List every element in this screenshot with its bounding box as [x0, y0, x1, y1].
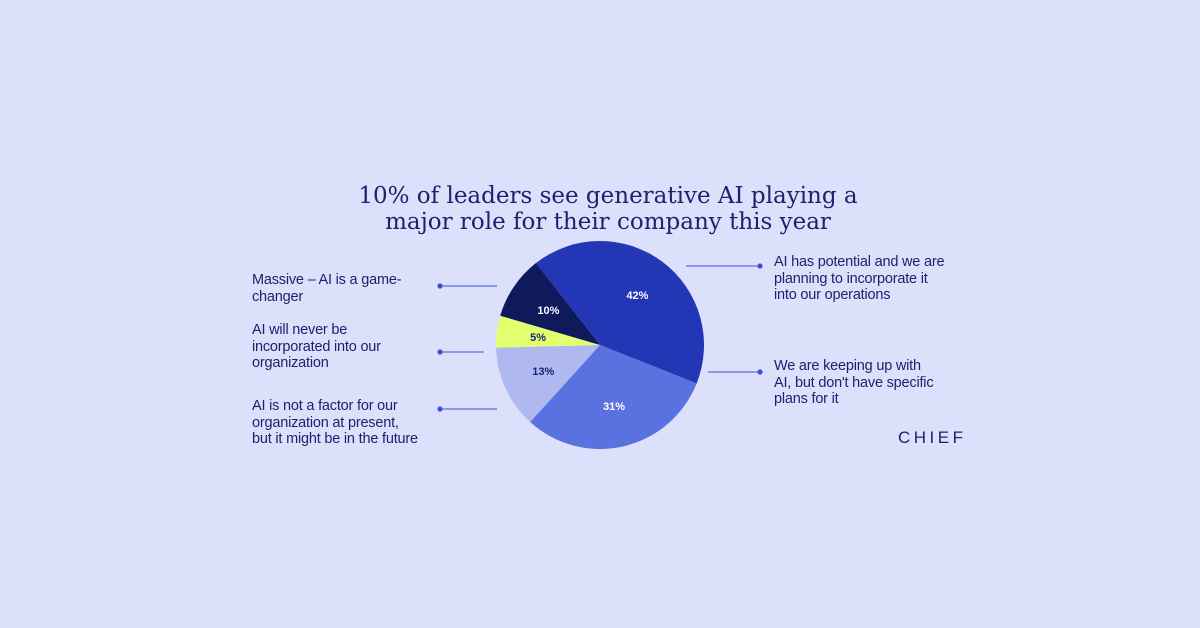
leader-dot-potential — [757, 263, 763, 269]
chief-logo: CHIEF — [898, 428, 967, 447]
chart-title-line-2: major role for their company this year — [385, 209, 831, 235]
legend-label-never: AI will never be incorporated into our o… — [252, 322, 381, 371]
pie-slice-not-a-factor — [496, 345, 600, 423]
leader-dot-never — [437, 349, 443, 355]
legend-label-potential: AI has potential and we are planning to … — [774, 254, 945, 303]
leader-dot-keeping-up — [757, 369, 763, 375]
slice-value-label-never: 5% — [530, 332, 546, 344]
slice-value-label-keeping-up: 31% — [603, 401, 625, 413]
slice-value-label-massive: 10% — [537, 305, 559, 317]
pie-slice-never — [495, 315, 600, 348]
leader-dot-massive — [437, 283, 443, 289]
legend-label-not-a-factor: AI is not a factor for our organization … — [252, 398, 418, 447]
pie-slice-keeping-up — [530, 345, 697, 450]
pie-slice-potential — [535, 240, 705, 384]
pie-slice-massive — [500, 263, 600, 345]
chart-title: 10% of leaders see generative AI playing… — [300, 183, 916, 235]
chart-title-line-1: 10% of leaders see generative AI playing… — [358, 183, 858, 209]
legend-label-massive: Massive – AI is a game- changer — [252, 272, 402, 305]
slice-value-label-not-a-factor: 13% — [532, 366, 554, 378]
legend-label-keeping-up: We are keeping up with AI, but don't hav… — [774, 358, 934, 407]
slice-value-label-potential: 42% — [626, 290, 648, 302]
leader-dot-not-a-factor — [437, 406, 443, 412]
